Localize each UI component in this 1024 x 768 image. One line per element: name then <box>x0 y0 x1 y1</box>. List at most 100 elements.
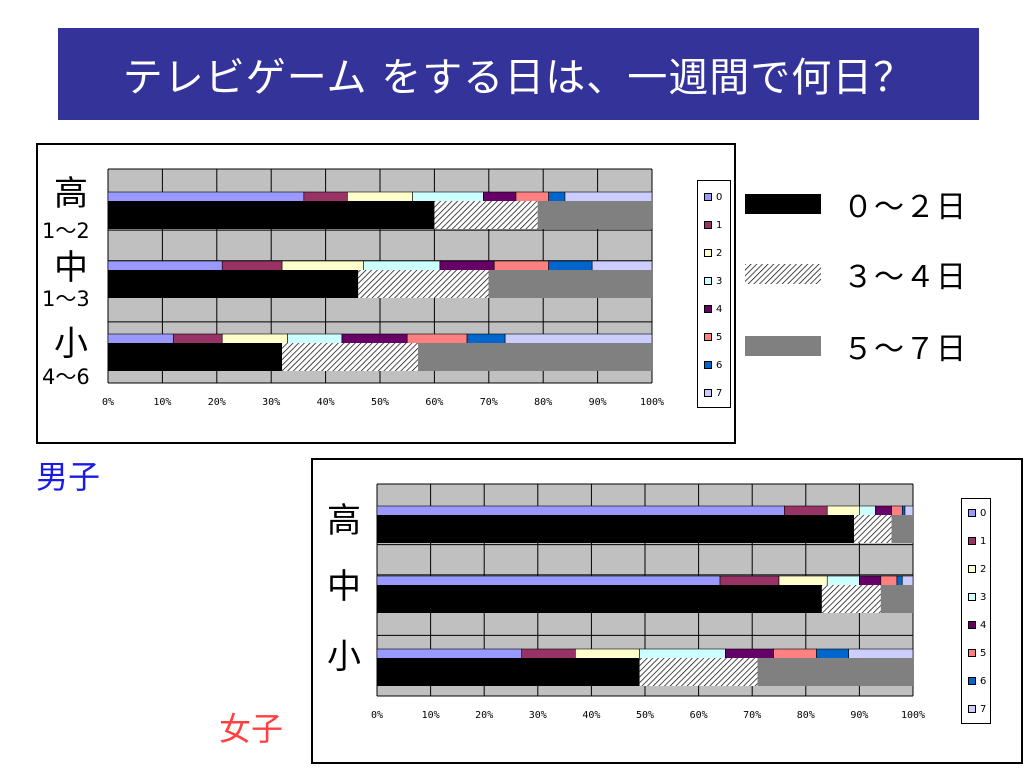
legend-item-1: 1 <box>704 219 722 231</box>
girls-tick-label: 100% <box>901 710 925 721</box>
boys-day-bar-2-1 <box>172 333 223 345</box>
group-legend-item-black: ０～２日 <box>745 182 1005 226</box>
boys-day-bar-2-6 <box>466 333 506 345</box>
girls-group-label-low: 小 <box>327 637 361 677</box>
legend-item-6: 6 <box>968 675 986 687</box>
legend-item-6: 6 <box>704 359 722 371</box>
boys-day-bar-1-0 <box>107 260 223 272</box>
girls-tick-label: 90% <box>850 710 868 721</box>
girls-day-legend: 0 1 2 3 4 5 6 7 <box>961 498 991 724</box>
boys-tick-label: 100% <box>640 397 664 408</box>
group-legend-item-gray: ５～７日 <box>745 324 1005 368</box>
boys-day-bar-0-6 <box>548 191 566 203</box>
legend-item-3: 3 <box>968 591 986 603</box>
group-legend: ０～２日 ３～４日 ５～７日 <box>745 170 1015 370</box>
girls-day-bar-1-2 <box>778 575 828 587</box>
legend-item-5: 5 <box>968 647 986 659</box>
girls-summary-bar-2-2 <box>757 658 913 686</box>
boys-day-bar-2-2 <box>221 333 288 345</box>
boys-group-sublabel-high: 1～2 <box>42 219 90 243</box>
gray-swatch <box>745 336 821 356</box>
boys-day-bar-0-7 <box>564 191 653 203</box>
girls-day-bar-1-6 <box>896 575 903 587</box>
boys-group-sublabel-mid: 1～3 <box>42 287 90 311</box>
boys-tick-label: 20% <box>208 397 226 408</box>
girls-tick-label: 50% <box>636 710 654 721</box>
girls-day-bar-0-6 <box>901 505 906 517</box>
girls-day-bar-2-1 <box>521 648 576 660</box>
girls-group-label-high: 高 <box>327 501 361 541</box>
boys-day-bar-2-4 <box>341 333 408 345</box>
legend-item-2: 2 <box>968 563 986 575</box>
legend-item-7: 7 <box>968 703 986 715</box>
girls-summary-bar-0-1 <box>854 515 892 543</box>
boys-day-bar-2-5 <box>406 333 468 345</box>
girls-tick-label: 20% <box>475 710 493 721</box>
girls-tick-label: 30% <box>529 710 547 721</box>
girls-chart-plot: 0% 10% 20% 30% 40% 50% 60% 70% 80% 90% 100% <box>371 483 925 721</box>
legend-item-2: 2 <box>704 247 722 259</box>
boys-summary-bar-2-1 <box>282 343 419 371</box>
boys-chart: 0% 10% 20% 30% 40% 50% 60% 70% 80% 90% 100% 高 1～2 … <box>36 143 736 444</box>
boys-tick-label: 60% <box>425 397 443 408</box>
girls-day-bar-2-6 <box>816 648 849 660</box>
page-title: テレビゲーム をする日は、一週間で何日？ <box>58 28 979 120</box>
boys-tick-label: 70% <box>480 397 498 408</box>
boys-day-bar-0-3 <box>412 191 484 203</box>
boys-summary-bar-1-1 <box>358 270 489 298</box>
girls-day-bar-2-4 <box>725 648 774 660</box>
girls-tick-label: 80% <box>797 710 815 721</box>
girls-day-bar-2-5 <box>773 648 817 660</box>
boys-day-bar-1-3 <box>363 260 441 272</box>
black-swatch <box>745 194 821 214</box>
girls-day-bar-1-7 <box>901 575 914 587</box>
group-legend-item-hatch: ３～４日 <box>745 252 1005 296</box>
boys-tick-label: 0% <box>102 397 114 408</box>
legend-item-5: 5 <box>704 331 722 343</box>
boys-day-bar-2-0 <box>107 333 174 345</box>
boys-tick-label: 40% <box>317 397 335 408</box>
girls-day-bar-2-0 <box>376 648 523 660</box>
boys-summary-bar-1-0 <box>108 270 359 298</box>
boys-day-bar-1-4 <box>439 260 495 272</box>
girls-tick-label: 0% <box>371 710 383 721</box>
boys-day-bar-1-2 <box>281 260 364 272</box>
boys-group-label-high: 高 <box>54 174 88 214</box>
girls-tick-label: 40% <box>582 710 600 721</box>
boys-tick-label: 50% <box>371 397 389 408</box>
legend-item-1: 1 <box>968 535 986 547</box>
girls-summary-bar-2-0 <box>377 658 640 686</box>
girls-group-label-mid: 中 <box>327 567 361 607</box>
boys-day-bar-0-4 <box>483 191 517 203</box>
girls-day-bar-1-3 <box>826 575 860 587</box>
hatch-swatch <box>745 264 821 284</box>
girls-tick-label: 10% <box>422 710 440 721</box>
legend-item-4: 4 <box>968 619 986 631</box>
girls-summary-bar-1-2 <box>880 585 913 613</box>
boys-tick-label: 30% <box>262 397 280 408</box>
boys-tick-label: 90% <box>589 397 607 408</box>
girls-day-bar-0-3 <box>859 505 876 517</box>
girls-day-bar-0-2 <box>826 505 860 517</box>
girls-label: 女子 <box>219 710 284 748</box>
boys-chart-plot: 0% 10% 20% 30% 40% 50% 60% 70% 80% 90% 100% <box>102 168 664 408</box>
girls-summary-bar-2-1 <box>639 658 758 686</box>
girls-day-bar-2-2 <box>575 648 640 660</box>
boys-tick-label: 10% <box>153 397 171 408</box>
boys-day-bar-2-7 <box>504 333 653 345</box>
girls-day-bar-1-1 <box>719 575 780 587</box>
girls-day-bar-2-7 <box>848 648 914 660</box>
legend-item-3: 3 <box>704 275 722 287</box>
boys-summary-bar-0-1 <box>434 201 538 229</box>
boys-summary-bar-0-0 <box>108 201 435 229</box>
girls-day-bar-2-3 <box>639 648 726 660</box>
boys-day-legend: 0 1 2 3 4 5 6 7 <box>697 180 731 408</box>
boys-day-bar-0-2 <box>347 191 413 203</box>
boys-group-label-mid: 中 <box>54 248 88 288</box>
boys-group-label-low: 小 <box>54 324 88 364</box>
boys-summary-bar-1-2 <box>488 270 652 298</box>
boys-day-bar-1-1 <box>221 260 283 272</box>
girls-day-bar-0-7 <box>904 505 914 517</box>
girls-day-bar-0-4 <box>875 505 892 517</box>
legend-item-7: 7 <box>704 387 722 399</box>
